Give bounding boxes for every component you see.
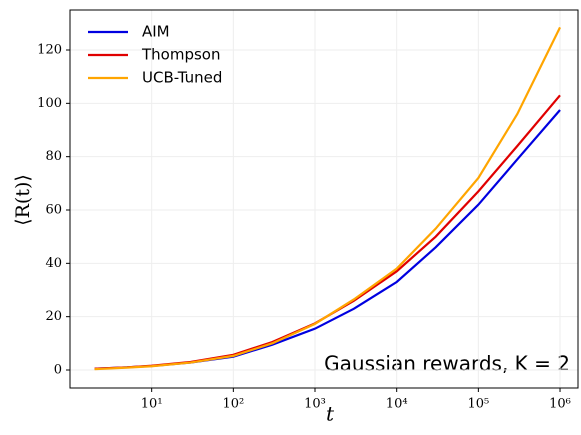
y-axis-label: ⟨R(t)⟩ xyxy=(12,174,34,226)
x-tick-label: 10⁵ xyxy=(467,397,489,412)
line-series xyxy=(94,94,561,370)
x-tick-label: 10⁶ xyxy=(549,397,571,412)
y-tick-label: 120 xyxy=(37,43,62,58)
annotation: Gaussian rewards, K = 2 xyxy=(324,352,570,376)
line-series xyxy=(94,26,562,371)
x-tick-label: 10⁴ xyxy=(386,397,408,412)
legend-label: AIM xyxy=(142,23,170,41)
y-tick-label: 20 xyxy=(45,309,62,324)
y-tick-label: 0 xyxy=(54,363,62,378)
y-tick-label: 40 xyxy=(45,256,62,271)
y-tick-label: 100 xyxy=(37,96,62,111)
x-axis-label: t xyxy=(326,402,335,426)
legend-label: UCB-Tuned xyxy=(142,69,222,87)
x-tick-label: 10² xyxy=(222,397,244,412)
x-tick-label: 10¹ xyxy=(141,397,163,412)
y-tick-label: 80 xyxy=(45,149,62,164)
x-tick-label: 10³ xyxy=(304,397,326,412)
plot-frame xyxy=(69,9,579,389)
y-tick-label: 60 xyxy=(45,203,62,218)
line-series xyxy=(94,109,561,370)
legend-label: Thompson xyxy=(141,46,220,64)
